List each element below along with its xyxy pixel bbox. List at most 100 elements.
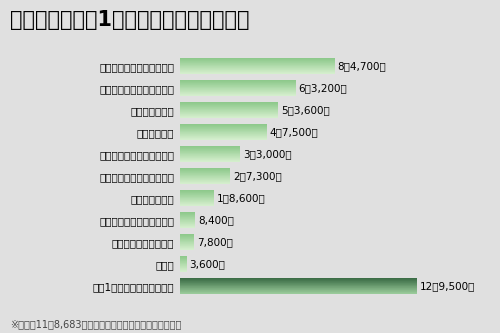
Bar — [180, 90, 296, 91]
Bar — [180, 65, 335, 66]
Bar — [180, 110, 278, 111]
Bar — [180, 175, 230, 176]
Bar — [180, 261, 186, 262]
Bar — [180, 84, 296, 85]
Bar — [180, 116, 278, 117]
Bar — [180, 140, 267, 141]
Bar — [180, 217, 196, 218]
Bar — [180, 128, 267, 129]
Bar — [180, 249, 194, 250]
Bar — [180, 218, 196, 219]
Bar — [180, 191, 214, 192]
Bar — [180, 263, 186, 264]
Bar — [180, 280, 417, 281]
Bar — [180, 201, 214, 202]
Bar — [180, 259, 186, 260]
Bar — [180, 283, 417, 284]
Bar — [180, 139, 267, 140]
Bar — [180, 118, 278, 119]
Bar — [180, 235, 194, 236]
Bar — [180, 264, 186, 265]
Bar — [180, 86, 296, 87]
Bar — [180, 241, 194, 242]
Bar — [180, 109, 278, 110]
Bar — [180, 80, 296, 81]
Bar — [180, 202, 214, 203]
Bar — [180, 158, 240, 159]
Bar — [180, 271, 186, 272]
Bar — [180, 126, 267, 127]
Bar — [180, 95, 296, 96]
Bar — [180, 132, 267, 133]
Bar — [180, 221, 196, 222]
Bar — [180, 82, 296, 83]
Bar — [180, 259, 186, 260]
Bar — [180, 73, 335, 74]
Bar — [180, 257, 186, 258]
Bar — [180, 286, 417, 287]
Bar — [180, 63, 335, 64]
Bar — [180, 87, 296, 88]
Bar — [180, 88, 296, 89]
Bar — [180, 199, 214, 200]
Bar — [180, 129, 267, 130]
Bar — [180, 194, 214, 195]
Bar — [180, 58, 335, 59]
Bar — [180, 114, 278, 115]
Bar — [180, 270, 186, 271]
Bar — [180, 177, 230, 178]
Bar — [180, 89, 296, 90]
Bar — [180, 130, 267, 131]
Bar — [180, 88, 296, 89]
Bar — [180, 108, 278, 109]
Bar — [180, 219, 196, 220]
Bar — [180, 267, 186, 268]
Bar — [180, 222, 196, 223]
Bar — [180, 237, 194, 238]
Bar — [180, 146, 240, 147]
Bar — [180, 285, 417, 286]
Bar — [180, 271, 186, 272]
Bar — [180, 71, 335, 72]
Bar — [180, 132, 267, 133]
Bar — [180, 90, 296, 91]
Bar — [180, 104, 278, 105]
Bar — [180, 73, 335, 74]
Bar — [180, 236, 194, 237]
Bar — [180, 152, 240, 153]
Bar — [180, 180, 230, 181]
Bar — [180, 102, 278, 103]
Bar — [180, 287, 417, 288]
Bar — [180, 205, 214, 206]
Bar — [180, 241, 194, 242]
Bar — [180, 124, 267, 125]
Bar — [180, 248, 194, 249]
Bar — [180, 66, 335, 67]
Bar — [180, 110, 278, 111]
Bar — [180, 212, 196, 213]
Bar — [180, 261, 186, 262]
Bar — [180, 150, 240, 151]
Bar — [180, 284, 417, 285]
Bar — [180, 285, 417, 286]
Bar — [180, 175, 230, 176]
Bar — [180, 265, 186, 266]
Bar — [180, 237, 194, 238]
Bar — [180, 179, 230, 180]
Bar — [180, 242, 194, 243]
Bar — [180, 215, 196, 216]
Text: 5万3,600円: 5万3,600円 — [281, 106, 330, 116]
Bar — [180, 196, 214, 197]
Bar — [180, 245, 194, 246]
Bar — [180, 269, 186, 270]
Bar — [180, 177, 230, 178]
Bar — [180, 199, 214, 200]
Bar — [180, 201, 214, 202]
Bar — [180, 128, 267, 129]
Bar — [180, 256, 186, 257]
Bar — [180, 169, 230, 170]
Bar — [180, 71, 335, 72]
Bar — [180, 162, 240, 163]
Bar — [180, 291, 417, 292]
Bar — [180, 82, 296, 83]
